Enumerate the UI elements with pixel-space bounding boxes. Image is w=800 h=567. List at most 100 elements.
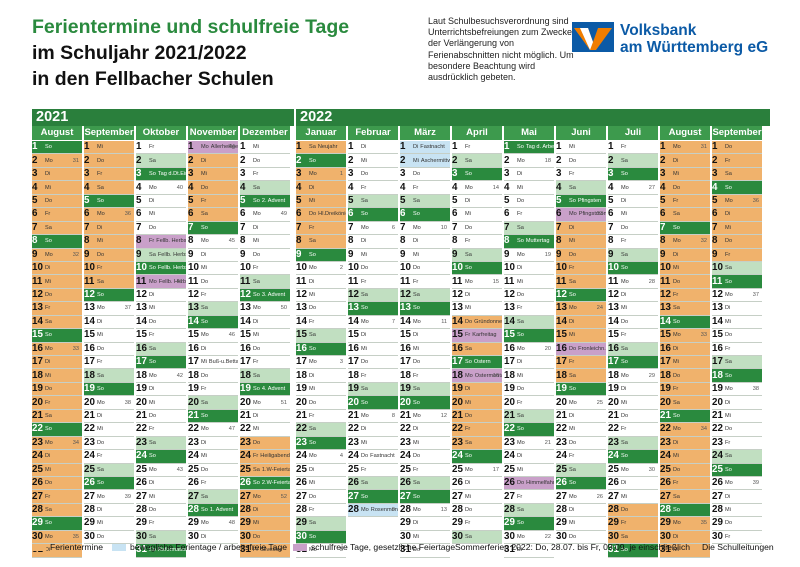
weekday-label: Mi bbox=[413, 533, 419, 540]
day-row: 26 Do bbox=[32, 476, 82, 491]
weekday-label: Sa bbox=[97, 278, 104, 285]
day-number: 9 bbox=[188, 248, 194, 260]
day-number: 24 bbox=[296, 450, 307, 462]
weekday-label: Sa bbox=[309, 238, 316, 245]
day-row: 23 Sa bbox=[136, 436, 186, 451]
weekday-label: So bbox=[45, 238, 52, 245]
day-number: 10 bbox=[608, 262, 619, 274]
weekday-label: Sa bbox=[413, 197, 420, 204]
day-row: 27 Mo 26 bbox=[556, 490, 606, 504]
day-number: 25 bbox=[188, 463, 199, 475]
day-number: 22 bbox=[84, 423, 95, 435]
day-row: 29 Mo 48 bbox=[188, 517, 238, 531]
day-number: 26 bbox=[136, 477, 147, 489]
month-column: 1 Do 2 Fr 3 Sa 4 So 5 Mo 36 6 Di 7 Mi 8 Do 9 Fr 10 Sa 11 So 12 M… bbox=[712, 141, 762, 558]
weekday-label: Mo bbox=[621, 278, 629, 285]
day-number: 9 bbox=[608, 248, 614, 260]
day-number: 14 bbox=[348, 315, 359, 327]
weekday-label: Mo bbox=[45, 157, 53, 164]
day-row: 15 Fr bbox=[608, 329, 658, 343]
day-number: 6 bbox=[556, 208, 562, 220]
weekday-label: Sa bbox=[621, 157, 628, 164]
day-number: 13 bbox=[504, 302, 515, 314]
day-row: 19 Do bbox=[32, 382, 82, 397]
day-number: 9 bbox=[136, 248, 142, 260]
week-number: 35 bbox=[700, 520, 707, 527]
day-number: 14 bbox=[712, 315, 723, 327]
day-row: 1 Sa Neujahr bbox=[296, 141, 346, 155]
weekday-label: Mo bbox=[45, 345, 53, 352]
day-row: 3 Fr bbox=[84, 167, 134, 182]
day-number: 6 bbox=[452, 208, 458, 220]
month-header: Juli bbox=[608, 126, 658, 140]
day-number: 13 bbox=[348, 302, 359, 314]
day-row: 25 Mo 30 bbox=[608, 464, 658, 477]
weekday-label: Mo bbox=[309, 265, 317, 272]
day-number: 16 bbox=[452, 342, 463, 354]
day-row: 16 Do bbox=[84, 343, 134, 356]
day-row: 28 Mi bbox=[712, 504, 762, 518]
day-number: 4 bbox=[504, 181, 510, 193]
day-row: 27 So bbox=[348, 490, 398, 504]
day-row: 19 Do bbox=[504, 383, 554, 397]
weekday-label: Di bbox=[45, 265, 51, 272]
weekday-label: Mo bbox=[309, 453, 317, 460]
day-row: 2 Di bbox=[660, 154, 710, 168]
weekday-label: Fr bbox=[253, 171, 259, 178]
day-row: 2 Mi Aschermittw. bbox=[400, 154, 450, 168]
day-number: 12 bbox=[556, 289, 567, 301]
day-row: 11 Do bbox=[660, 275, 710, 289]
day-number: 11 bbox=[504, 275, 515, 287]
day-number: 22 bbox=[400, 423, 411, 435]
day-row: 6 Di bbox=[712, 208, 762, 222]
day-row: 21 Sa bbox=[504, 409, 554, 424]
day-number: 18 bbox=[660, 369, 671, 381]
day-number: 15 bbox=[348, 329, 359, 341]
day-row: 7 Mo 6 bbox=[348, 222, 398, 236]
day-row: 27 Mi bbox=[608, 490, 658, 504]
day-number: 19 bbox=[84, 383, 95, 395]
day-row: 24 Fr bbox=[556, 450, 606, 464]
bank-name-line-2: am Württemberg eG bbox=[620, 39, 769, 56]
day-row: 21 Mi bbox=[712, 410, 762, 424]
day-row: 17 Fr bbox=[240, 356, 290, 370]
weekday-label: Di bbox=[725, 399, 731, 406]
day-number: 27 bbox=[712, 490, 723, 502]
weekday-label: Mi bbox=[621, 493, 627, 500]
weekday-label: Di bbox=[201, 345, 207, 352]
day-row: 19 Mi bbox=[296, 383, 346, 397]
weekday-label: So bbox=[621, 453, 628, 460]
weekday-label: Fr bbox=[725, 439, 731, 446]
day-row: 8 Fr Fellb. Herbst bbox=[136, 235, 186, 249]
day-row: 12 Di bbox=[452, 289, 502, 303]
weekday-label: Mi bbox=[465, 211, 471, 218]
day-row: 22 Di bbox=[400, 423, 450, 437]
day-number: 8 bbox=[556, 235, 562, 247]
day-row: 24 Di bbox=[32, 450, 82, 464]
day-row: 23 So bbox=[296, 436, 346, 451]
legend-ferien: Ferientermine bbox=[50, 542, 104, 552]
day-row: 28 Sa bbox=[32, 503, 82, 518]
day-number: 31 bbox=[400, 544, 411, 556]
weekday-label: So bbox=[517, 520, 524, 527]
day-row: 10 Fr bbox=[84, 261, 134, 276]
day-row: 5 Fr bbox=[188, 194, 238, 209]
day-row: 7 So bbox=[660, 221, 710, 236]
day-row: 16 Do Fronleichn. bbox=[556, 342, 606, 356]
weekday-label: Mo bbox=[673, 426, 681, 433]
holiday-label: Pfingstmont. bbox=[578, 211, 606, 218]
day-row: 10 Mo 2 bbox=[296, 262, 346, 276]
day-number: 25 bbox=[136, 463, 147, 475]
day-number: 19 bbox=[452, 383, 463, 395]
weekday-label: Do bbox=[361, 453, 369, 460]
day-number: 9 bbox=[84, 248, 90, 260]
weekday-label: So bbox=[569, 480, 576, 487]
weekday-label: Fr bbox=[465, 520, 471, 527]
weekday-label: So bbox=[621, 547, 628, 554]
weekday-label: Mo bbox=[569, 493, 577, 500]
weekday-label: So bbox=[517, 144, 524, 151]
day-number: 13 bbox=[136, 302, 147, 314]
week-number: 44 bbox=[228, 144, 235, 151]
day-row: 30 Mo 35 bbox=[32, 530, 82, 545]
day-number: 16 bbox=[348, 342, 359, 354]
